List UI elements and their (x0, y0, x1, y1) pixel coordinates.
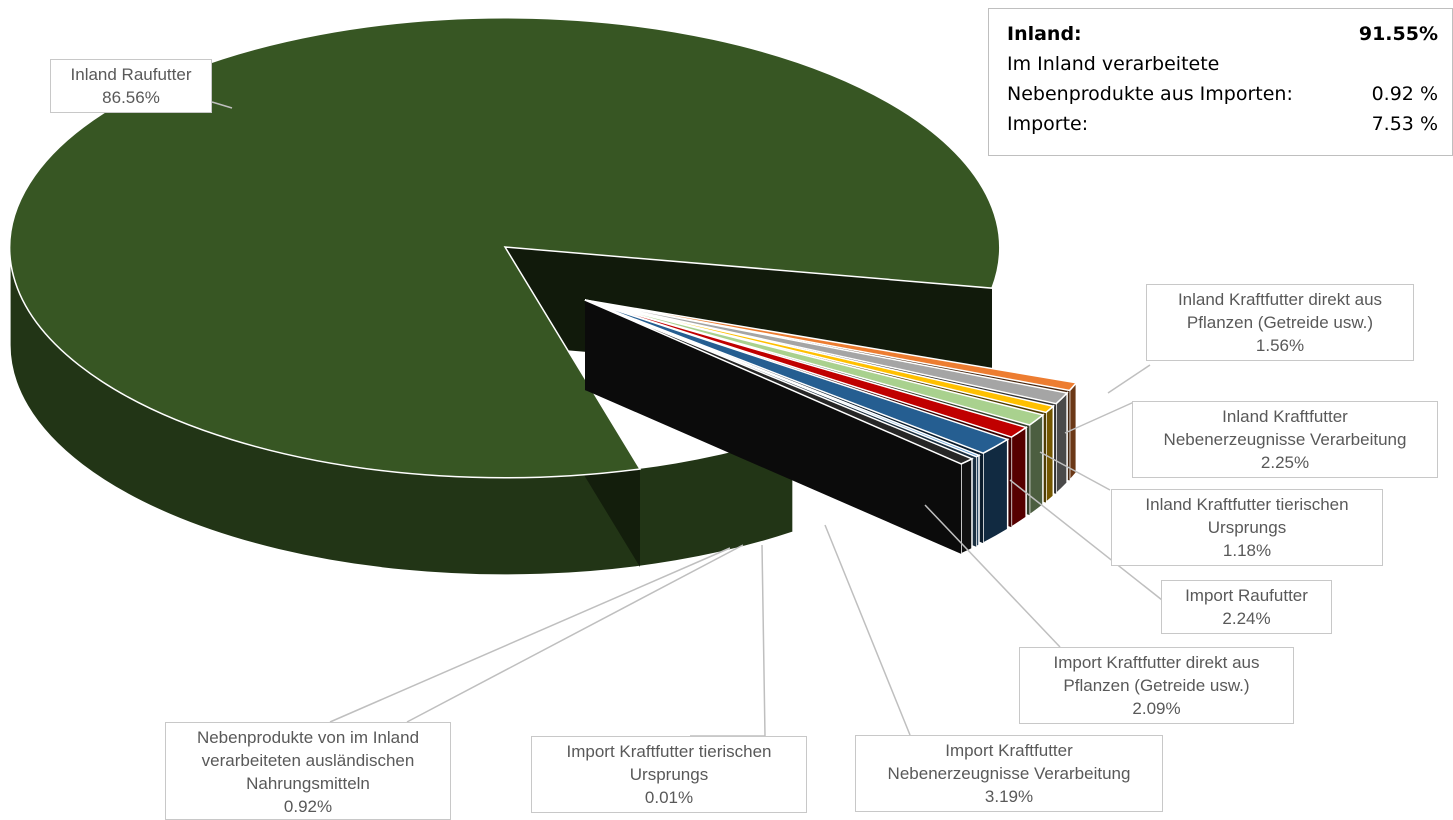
leader-line-1 (1107, 364, 1151, 394)
label-text-2: Ursprungs (629, 765, 709, 784)
summary-processed-row-2: Nebenprodukte aus Importen: 0.92 % (1007, 79, 1438, 109)
summary-inland-label: Inland: (1007, 23, 1082, 45)
label-text-2: Pflanzen (Getreide usw.) (1186, 313, 1374, 332)
label-value: 2.25% (1260, 453, 1310, 472)
label-value: 86.56% (102, 88, 160, 107)
summary-inland-row: Inland: 91.55% (1007, 19, 1438, 49)
label-text: Import Kraftfutter tierischen (566, 742, 772, 761)
summary-processed-value: 0.92 % (1371, 83, 1438, 105)
label-import-raufutter: Import Raufutter 2.24% (1161, 580, 1332, 634)
slice-1 (584, 299, 1078, 392)
label-text-2: Ursprungs (1207, 518, 1287, 537)
summary-processed-label-1: Im Inland verarbeitete (1007, 53, 1220, 75)
label-value: 1.56% (1255, 336, 1305, 355)
label-text-2: Nebenerzeugnisse Verarbeitung (887, 764, 1131, 783)
leader-line-4 (1009, 479, 1163, 601)
label-text: Inland Kraftfutter (1222, 407, 1348, 426)
label-text-2: Pflanzen (Getreide usw.) (1063, 676, 1250, 695)
leader-line-6 (824, 524, 911, 736)
slice-5 (584, 299, 1028, 438)
label-value: 0.01% (644, 788, 694, 807)
label-text: Inland Raufutter (70, 65, 192, 84)
label-import-kraftfutter-neben: Import Kraftfutter Nebenerzeugnisse Vera… (855, 735, 1163, 812)
summary-imports-label: Importe: (1007, 113, 1089, 135)
slice-side-3 (1045, 404, 1055, 505)
summary-processed-row-1: Im Inland verarbeitete (1007, 49, 1438, 79)
label-value: 2.24% (1222, 609, 1271, 628)
slice-8 (584, 299, 974, 465)
leader-line-0 (211, 101, 233, 109)
slice-4 (584, 299, 1045, 426)
slice-side-6 (982, 438, 1009, 545)
slice-side-1 (1068, 380, 1078, 483)
label-inland-kraftfutter-neben: Inland Kraftfutter Nebenerzeugnisse Vera… (1132, 401, 1438, 478)
slice-side-5 (1010, 425, 1027, 529)
summary-imports-value: 7.53 % (1371, 113, 1438, 135)
label-text-2: verarbeiteten ausländischen (201, 751, 415, 770)
slice-3 (584, 299, 1055, 414)
label-text-3: Nahrungsmitteln (246, 774, 370, 793)
summary-processed-label-2: Nebenprodukte aus Importen: (1007, 83, 1293, 105)
leader-line-9 (406, 544, 744, 723)
slice-7 (584, 299, 981, 458)
slice-6 (584, 299, 1010, 455)
slice-side-7 (975, 454, 980, 548)
slice-2 (584, 299, 1069, 405)
label-value: 2.09% (1132, 699, 1181, 718)
slice-side-8 (960, 457, 973, 556)
label-text: Nebenprodukte von im Inland (196, 728, 420, 747)
summary-box: Inland: 91.55% Im Inland verarbeitete Ne… (988, 8, 1453, 156)
label-import-kraftfutter-tierisch: Import Kraftfutter tierischen Ursprungs … (531, 736, 807, 813)
label-text: Inland Kraftfutter tierischen (1145, 495, 1349, 514)
leader-line-2 (1064, 401, 1135, 434)
leader-line-8 (329, 547, 731, 723)
label-value: 1.18% (1222, 541, 1272, 560)
label-value: 3.19% (984, 787, 1034, 806)
pie-slices (9, 17, 1078, 576)
leader-line-7 (690, 544, 766, 737)
label-text-2: Nebenerzeugnisse Verarbeitung (1163, 430, 1407, 449)
label-inland-kraftfutter-tierisch: Inland Kraftfutter tierischen Ursprungs … (1111, 489, 1383, 566)
label-inland-kraftfutter-pflanzen: Inland Kraftfutter direkt aus Pflanzen (… (1146, 284, 1414, 361)
label-text: Import Kraftfutter direkt aus (1053, 653, 1260, 672)
label-text: Inland Kraftfutter direkt aus (1177, 290, 1383, 309)
label-text: Import Kraftfutter (945, 741, 1073, 760)
slice-cut-8 (585, 300, 962, 554)
summary-inland-value: 91.55% (1358, 23, 1438, 45)
label-inland-raufutter: Inland Raufutter 86.56% (50, 59, 212, 113)
summary-imports-row: Importe: 7.53 % (1007, 109, 1438, 139)
label-import-kraftfutter-pflanzen: Import Kraftfutter direkt aus Pflanzen (… (1019, 647, 1294, 724)
label-nebenprodukte: Nebenprodukte von im Inland verarbeitete… (165, 722, 451, 820)
label-value: 0.92% (283, 797, 333, 816)
slice-side-2 (1055, 391, 1068, 496)
label-text: Import Raufutter (1185, 586, 1308, 605)
leader-line-3 (1039, 451, 1111, 491)
leader-line-5 (924, 504, 1061, 648)
